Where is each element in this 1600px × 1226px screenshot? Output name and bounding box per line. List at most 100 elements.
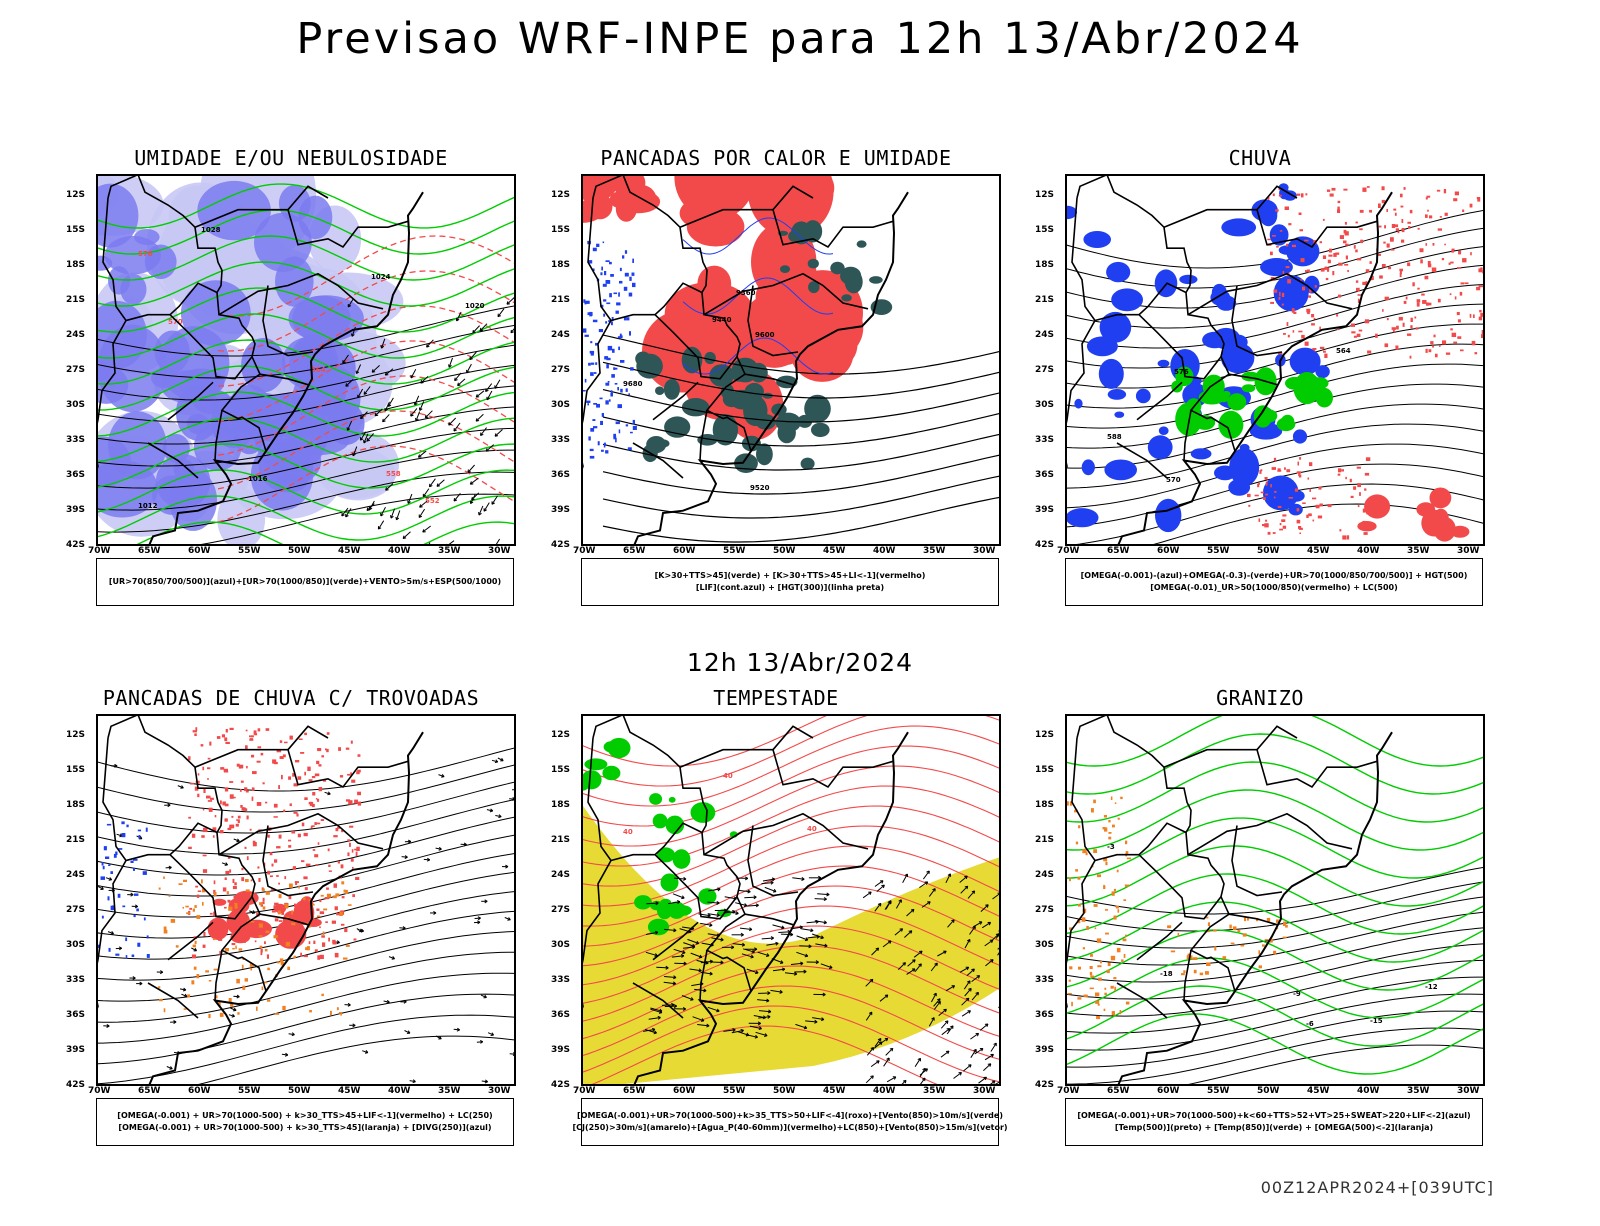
longitude-tick-label: 60W	[1157, 546, 1179, 556]
panel-legend: [OMEGA(-0.001) + UR>70(1000-500) + k>30_…	[96, 1098, 514, 1146]
panel-legend: [K>30+TTS>45](verde) + [K>30+TTS>45+LI<-…	[581, 558, 999, 606]
longitude-tick-label: 65W	[623, 546, 645, 556]
longitude-tick-label: 40W	[1357, 546, 1379, 556]
latitude-tick-label: 36S	[551, 470, 570, 480]
longitude-tick-label: 65W	[138, 1086, 160, 1096]
latitude-tick-label: 30S	[1035, 940, 1054, 950]
latitude-tick-label: 42S	[1035, 1080, 1054, 1090]
latitude-tick-label: 24S	[66, 330, 85, 340]
latitude-tick-label: 27S	[1035, 905, 1054, 915]
longitude-tick-label: 60W	[188, 1086, 210, 1096]
latitude-tick-label: 36S	[1035, 1010, 1054, 1020]
longitude-tick-label: 30W	[1457, 546, 1479, 556]
latitude-tick-label: 39S	[66, 1045, 85, 1055]
longitude-tick-label: 65W	[623, 1086, 645, 1096]
legend-line: [Temp(500)](preto) + [Temp(850)](verde) …	[1115, 1122, 1433, 1134]
latitude-tick-label: 39S	[551, 505, 570, 515]
longitude-tick-label: 70W	[1057, 546, 1079, 556]
contour-label: 558	[386, 470, 401, 478]
latitude-tick-label: 24S	[551, 870, 570, 880]
latitude-tick-label: 33S	[551, 435, 570, 445]
panel-title: GRANIZO	[1025, 686, 1495, 710]
contour-label: 564	[311, 366, 326, 374]
contour-label: 552	[425, 497, 440, 505]
latitude-tick-label: 27S	[1035, 365, 1054, 375]
contour-label: -15	[1370, 1017, 1383, 1025]
longitude-tick-label: 50W	[773, 1086, 795, 1096]
page-title: Previsao WRF-INPE para 12h 13/Abr/2024	[0, 14, 1600, 64]
legend-line: [OMEGA(-0.001)-(azul)+OMEGA(-0.3)-(verde…	[1081, 570, 1468, 582]
legend-line: [K>30+TTS>45](verde) + [K>30+TTS>45+LI<-…	[655, 570, 926, 582]
latitude-tick-label: 24S	[1035, 330, 1054, 340]
contour-label: 576	[1174, 368, 1189, 376]
legend-line: [OMEGA(-0.01)_UR>50(1000/850)(vermelho) …	[1150, 582, 1398, 594]
contour-label: -18	[1160, 970, 1173, 978]
latitude-tick-label: 21S	[66, 295, 85, 305]
longitude-tick-label: 45W	[338, 1086, 360, 1096]
contour-label: 1012	[138, 502, 158, 510]
latitude-tick-label: 36S	[551, 1010, 570, 1020]
panel-legend: [UR>70(850/700/500)](azul)+[UR>70(1000/8…	[96, 558, 514, 606]
latitude-tick-label: 42S	[551, 540, 570, 550]
contour-label: 1016	[248, 475, 268, 483]
latitude-tick-label: 27S	[66, 905, 85, 915]
map-plot: -3-6-9-12-15-18	[1065, 714, 1485, 1086]
latitude-tick-label: 12S	[551, 730, 570, 740]
latitude-tick-label: 42S	[66, 540, 85, 550]
longitude-tick-label: 40W	[388, 546, 410, 556]
latitude-tick-label: 21S	[66, 835, 85, 845]
latitude-tick-label: 30S	[66, 400, 85, 410]
contour-label: 1020	[465, 302, 485, 310]
contour-label: 1024	[371, 273, 391, 281]
legend-line: [OMEGA(-0.001) + UR>70(1000-500) + k>30_…	[117, 1110, 492, 1122]
legend-line: [LIF](cont.azul) + [HGT(300)](linha pret…	[696, 582, 884, 594]
longitude-tick-label: 55W	[1207, 1086, 1229, 1096]
contour-label: 570	[1166, 476, 1181, 484]
longitude-tick-label: 65W	[1107, 546, 1129, 556]
longitude-tick-label: 50W	[1257, 546, 1279, 556]
longitude-tick-label: 50W	[1257, 1086, 1279, 1096]
latitude-tick-label: 36S	[1035, 470, 1054, 480]
longitude-tick-label: 55W	[1207, 546, 1229, 556]
latitude-tick-label: 24S	[551, 330, 570, 340]
latitude-tick-label: 39S	[1035, 505, 1054, 515]
latitude-tick-label: 15S	[1035, 225, 1054, 235]
panel-legend: [OMEGA(-0.001)-(azul)+OMEGA(-0.3)-(verde…	[1065, 558, 1483, 606]
longitude-tick-label: 50W	[773, 546, 795, 556]
latitude-tick-label: 33S	[1035, 975, 1054, 985]
legend-line: [CJ(250)>30m/s](amarelo)+[Agua_P(40-60mm…	[572, 1122, 1007, 1134]
legend-line: [OMEGA(-0.001)+UR>70(1000-500)+k<60+TTS>…	[1077, 1110, 1470, 1122]
map-plot	[96, 714, 516, 1086]
latitude-tick-label: 39S	[1035, 1045, 1054, 1055]
longitude-tick-label: 45W	[823, 546, 845, 556]
contour-label: -3	[1107, 843, 1115, 851]
contour-label: -12	[1425, 983, 1438, 991]
panel-title: PANCADAS POR CALOR E UMIDADE	[541, 146, 1011, 170]
longitude-tick-label: 60W	[673, 1086, 695, 1096]
latitude-tick-label: 30S	[66, 940, 85, 950]
latitude-tick-label: 15S	[551, 765, 570, 775]
latitude-tick-label: 15S	[66, 225, 85, 235]
longitude-tick-label: 60W	[188, 546, 210, 556]
contour-label: -9	[1293, 990, 1301, 998]
longitude-tick-label: 55W	[238, 1086, 260, 1096]
longitude-tick-label: 35W	[923, 1086, 945, 1096]
longitude-tick-label: 45W	[823, 1086, 845, 1096]
latitude-tick-label: 33S	[551, 975, 570, 985]
latitude-tick-label: 24S	[1035, 870, 1054, 880]
latitude-tick-label: 42S	[551, 1080, 570, 1090]
longitude-tick-label: 40W	[388, 1086, 410, 1096]
legend-line: [OMEGA(-0.001)+UR>70(1000-500)+k>35_TTS>…	[577, 1110, 1003, 1122]
longitude-tick-label: 35W	[1407, 1086, 1429, 1096]
latitude-tick-label: 30S	[1035, 400, 1054, 410]
longitude-tick-label: 30W	[488, 546, 510, 556]
contour-label: 9520	[750, 484, 770, 492]
latitude-tick-label: 15S	[1035, 765, 1054, 775]
longitude-tick-label: 60W	[673, 546, 695, 556]
latitude-tick-label: 42S	[1035, 540, 1054, 550]
longitude-tick-label: 50W	[288, 1086, 310, 1096]
latitude-tick-label: 42S	[66, 1080, 85, 1090]
